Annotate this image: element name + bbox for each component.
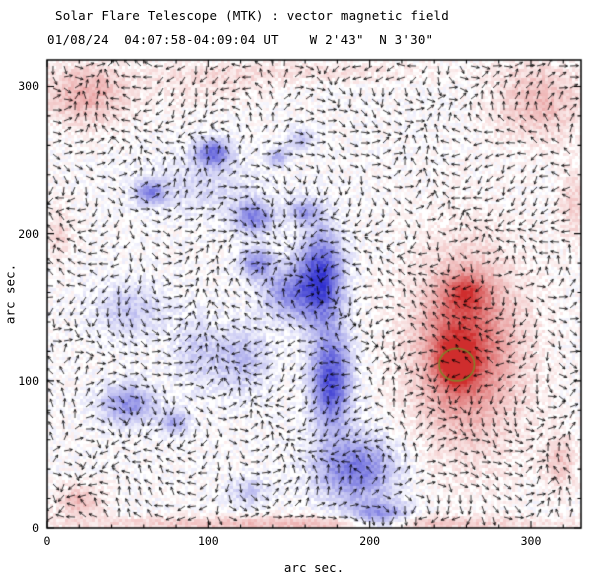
x-axis-label: arc sec. — [283, 560, 345, 575]
y-axis-label: arc sec. — [2, 263, 18, 325]
plot-title: Solar Flare Telescope (MTK) : vector mag… — [55, 8, 450, 23]
plot-subtitle: 01/08/24 04:07:58-04:09:04 UT W 2'43" N … — [47, 32, 434, 47]
